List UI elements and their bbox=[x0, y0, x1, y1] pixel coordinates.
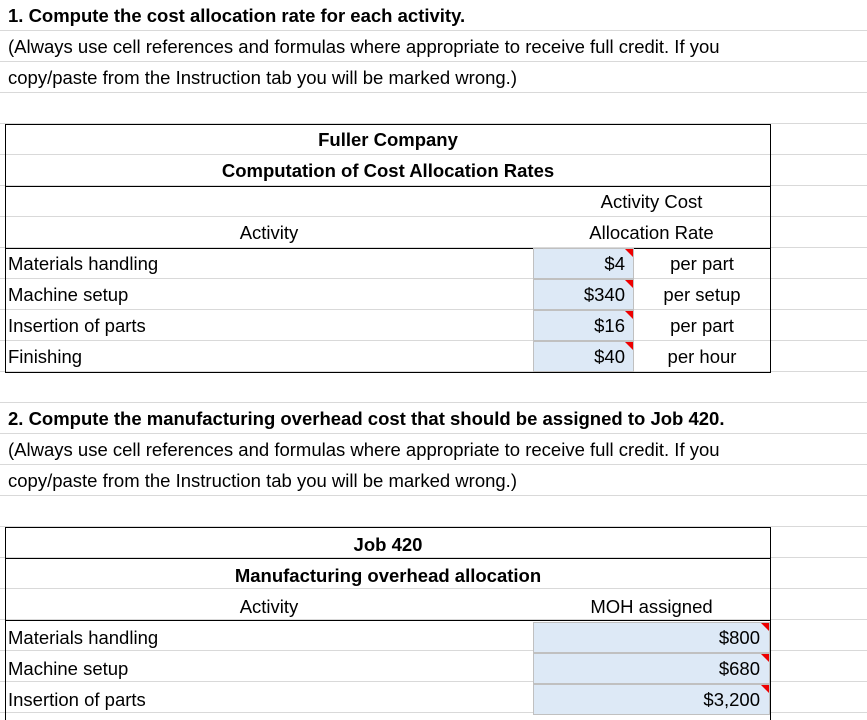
activity: Insertion of parts bbox=[8, 689, 146, 710]
column-header: Activity Cost bbox=[600, 191, 703, 212]
input-cell bbox=[533, 310, 634, 341]
rule bbox=[5, 558, 771, 559]
rate-value: $4 bbox=[604, 253, 625, 274]
activity: Materials handling bbox=[8, 253, 159, 274]
table-job: Job 420 bbox=[353, 534, 423, 555]
rule bbox=[5, 186, 771, 187]
input-cell bbox=[533, 622, 770, 653]
input-cell bbox=[533, 684, 770, 715]
column-header: Allocation Rate bbox=[589, 222, 714, 243]
instruction: (Always use cell references and formulas… bbox=[8, 439, 720, 460]
table-company: Fuller Company bbox=[318, 129, 458, 150]
rate-unit: per hour bbox=[667, 346, 737, 367]
rule bbox=[5, 620, 771, 621]
rate-unit: per setup bbox=[663, 284, 741, 305]
heading: 1. Compute the cost allocation rate for … bbox=[8, 5, 466, 26]
moh-value: $800 bbox=[718, 627, 760, 648]
table-title: Manufacturing overhead allocation bbox=[234, 565, 542, 586]
table-border bbox=[5, 527, 771, 720]
moh-value: $3,200 bbox=[703, 689, 760, 710]
rate-value: $40 bbox=[594, 346, 625, 367]
input-cell bbox=[533, 653, 770, 684]
rate-unit: per part bbox=[670, 253, 734, 274]
rate-value: $16 bbox=[594, 315, 625, 336]
heading: 2. Compute the manufacturing overhead co… bbox=[8, 408, 725, 429]
input-cell bbox=[533, 341, 634, 372]
rule bbox=[5, 248, 771, 249]
input-cell bbox=[533, 279, 634, 310]
activity: Insertion of parts bbox=[8, 315, 146, 336]
moh-value: $680 bbox=[718, 658, 760, 679]
activity: Materials handling bbox=[8, 627, 159, 648]
activity: Finishing bbox=[8, 346, 83, 367]
table-title: Computation of Cost Allocation Rates bbox=[221, 160, 555, 181]
column-header: Activity bbox=[239, 222, 299, 243]
instruction: copy/paste from the Instruction tab you … bbox=[8, 67, 517, 88]
rate-unit: per part bbox=[670, 315, 734, 336]
input-cell bbox=[533, 248, 634, 279]
column-header: Activity bbox=[239, 596, 299, 617]
column-header: MOH assigned bbox=[590, 596, 713, 617]
activity: Machine setup bbox=[8, 284, 129, 305]
rate-value: $340 bbox=[583, 284, 625, 305]
instruction: (Always use cell references and formulas… bbox=[8, 36, 720, 57]
activity: Machine setup bbox=[8, 658, 129, 679]
instruction: copy/paste from the Instruction tab you … bbox=[8, 470, 517, 491]
